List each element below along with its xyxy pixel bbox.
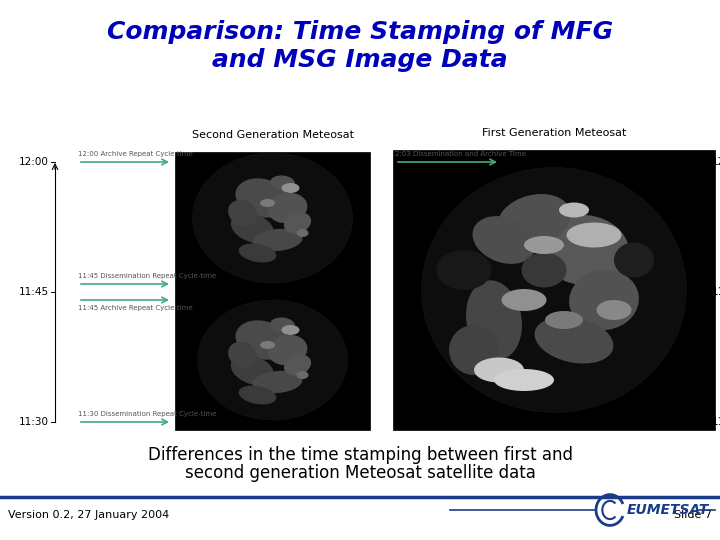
Ellipse shape: [596, 300, 631, 320]
Ellipse shape: [297, 371, 308, 379]
Ellipse shape: [282, 183, 300, 193]
Ellipse shape: [297, 229, 308, 237]
Ellipse shape: [436, 250, 492, 290]
Text: 2:03 Dissemination and Archive Time: 2:03 Dissemination and Archive Time: [395, 151, 526, 157]
Ellipse shape: [197, 300, 348, 420]
Text: Slide 7: Slide 7: [674, 510, 712, 520]
Ellipse shape: [260, 341, 275, 349]
Text: First Generation Meteosat: First Generation Meteosat: [482, 128, 626, 138]
Text: 11:45 Archive Repeat Cycle-time: 11:45 Archive Repeat Cycle-time: [78, 305, 193, 311]
Ellipse shape: [472, 216, 536, 264]
Ellipse shape: [502, 289, 546, 311]
Ellipse shape: [231, 213, 274, 243]
Ellipse shape: [498, 194, 571, 246]
Text: EUMETSAT: EUMETSAT: [627, 503, 709, 517]
Ellipse shape: [270, 318, 295, 333]
Ellipse shape: [466, 280, 522, 360]
Ellipse shape: [284, 354, 311, 375]
Ellipse shape: [235, 320, 289, 360]
Ellipse shape: [545, 311, 583, 329]
Ellipse shape: [567, 222, 621, 247]
Ellipse shape: [521, 253, 567, 287]
Ellipse shape: [449, 325, 499, 375]
Ellipse shape: [474, 357, 524, 382]
Ellipse shape: [421, 167, 686, 413]
Text: Comparison: Time Stamping of MFG: Comparison: Time Stamping of MFG: [107, 20, 613, 44]
Bar: [393, 150, 715, 430]
Text: 11:30: 11:30: [712, 417, 720, 427]
Bar: [175, 152, 370, 430]
Ellipse shape: [569, 270, 639, 330]
Ellipse shape: [534, 316, 613, 363]
Ellipse shape: [282, 325, 300, 335]
Text: Version 0.2, 27 January 2004: Version 0.2, 27 January 2004: [8, 510, 169, 520]
Ellipse shape: [239, 386, 276, 404]
Ellipse shape: [268, 335, 307, 365]
Ellipse shape: [284, 212, 311, 233]
Text: and MSG Image Data: and MSG Image Data: [212, 48, 508, 72]
Text: 11:45 Dissemination Repeat Cycle-time: 11:45 Dissemination Repeat Cycle-time: [78, 273, 216, 279]
Ellipse shape: [539, 215, 629, 285]
Ellipse shape: [559, 202, 589, 218]
Ellipse shape: [235, 178, 289, 218]
Text: Second Generation Meteosat: Second Generation Meteosat: [192, 130, 354, 140]
Ellipse shape: [192, 153, 353, 283]
Text: 12:00: 12:00: [712, 157, 720, 167]
Text: 11:30 Dissemination Repeat Cycle-time: 11:30 Dissemination Repeat Cycle-time: [78, 411, 217, 417]
Ellipse shape: [228, 200, 257, 226]
Ellipse shape: [253, 229, 302, 251]
Ellipse shape: [253, 371, 302, 393]
Text: 11:30: 11:30: [19, 417, 49, 427]
Text: second generation Meteosat satellite data: second generation Meteosat satellite dat…: [184, 464, 536, 482]
Ellipse shape: [524, 236, 564, 254]
Ellipse shape: [614, 242, 654, 278]
Text: 12:00 Archive Repeat Cycle-time: 12:00 Archive Repeat Cycle-time: [78, 151, 193, 157]
Ellipse shape: [268, 193, 307, 223]
Ellipse shape: [494, 369, 554, 391]
Ellipse shape: [231, 355, 274, 385]
Text: 11:45: 11:45: [712, 287, 720, 297]
Ellipse shape: [270, 176, 295, 191]
Ellipse shape: [228, 342, 257, 368]
Text: Differences in the time stamping between first and: Differences in the time stamping between…: [148, 446, 572, 464]
Text: 12:00: 12:00: [19, 157, 49, 167]
Text: 11:45: 11:45: [19, 287, 49, 297]
Ellipse shape: [260, 199, 275, 207]
Ellipse shape: [239, 244, 276, 262]
